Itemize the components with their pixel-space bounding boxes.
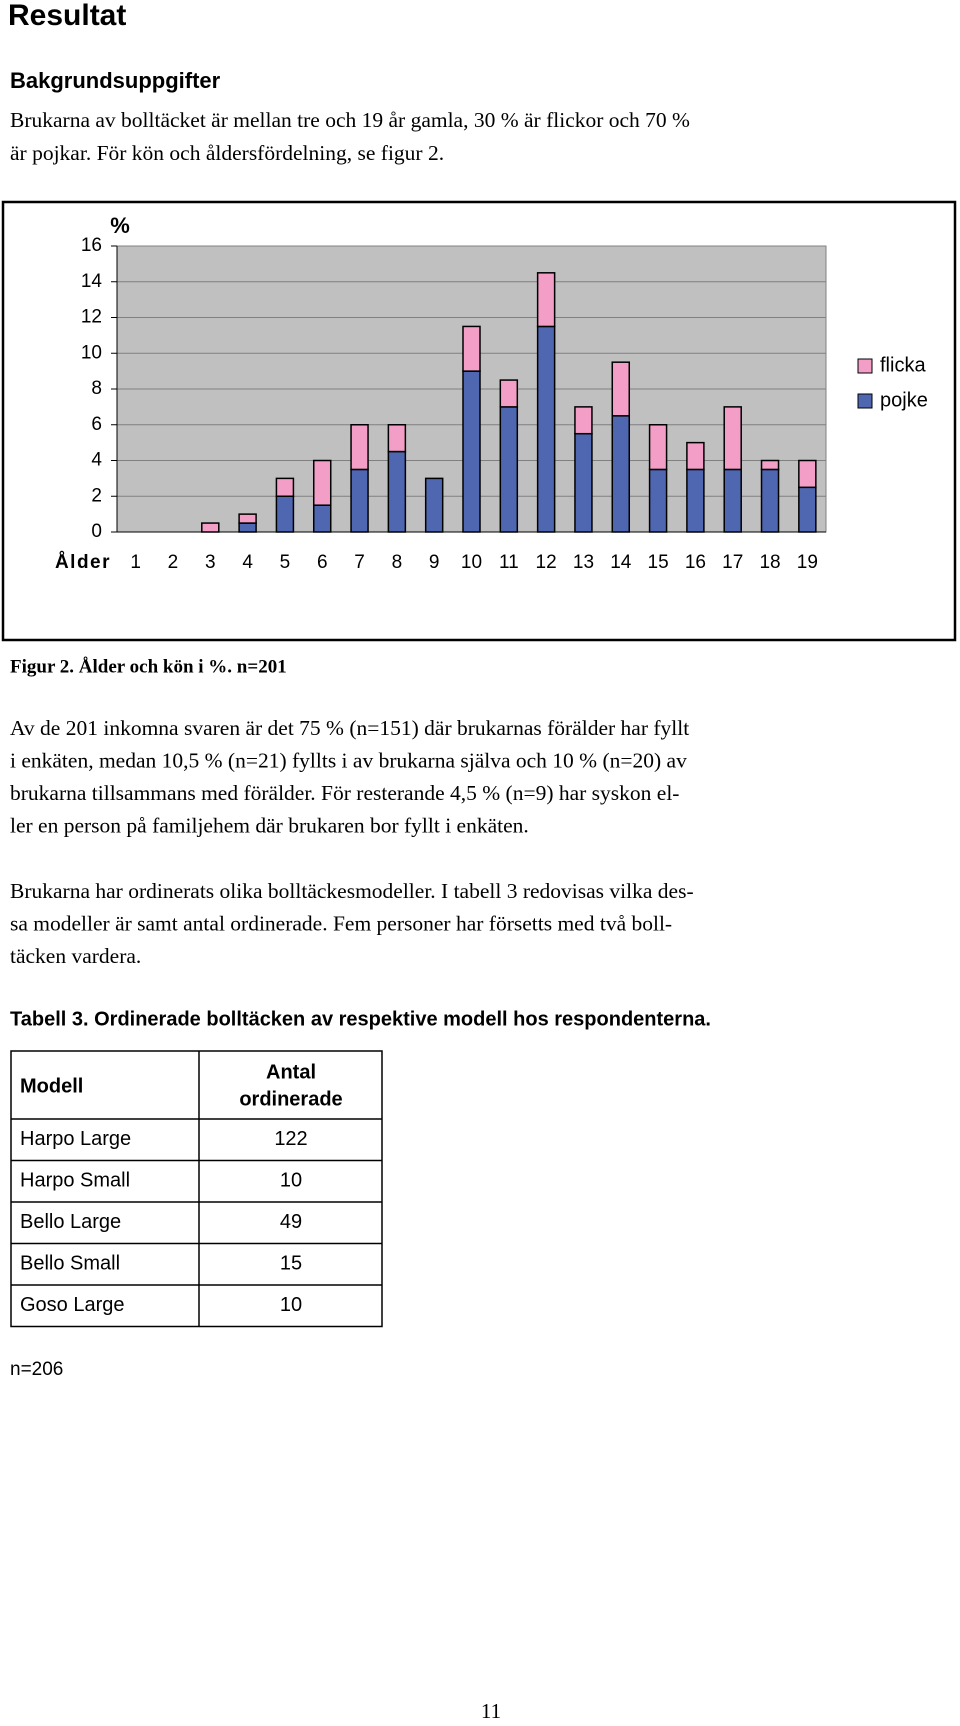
table-cell: 122 [274, 1128, 307, 1150]
legend-swatch [857, 393, 873, 409]
table-cell: Harpo Small [20, 1170, 130, 1192]
table-note: n=206 [10, 1359, 63, 1380]
bar-segment [275, 495, 295, 533]
y-tick-label: 12 [81, 307, 102, 328]
y-tick-label: 16 [81, 235, 102, 256]
bar-segment [686, 441, 705, 471]
bar-segment [611, 415, 631, 533]
table-caption: Tabell 3. Ordinerade bolltäcken av respe… [10, 1008, 711, 1030]
table-cell: 49 [280, 1211, 302, 1233]
y-tick-label: 4 [91, 450, 102, 471]
bar-segment [201, 522, 220, 533]
x-tick-label: 15 [648, 552, 669, 573]
bar-segment [723, 468, 742, 533]
table-cell: Bello Large [20, 1211, 121, 1233]
bar-segment [238, 522, 257, 533]
y-tick-label: 10 [81, 342, 102, 363]
paragraph-line: är pojkar. För kön och åldersfördelning,… [10, 141, 444, 165]
bar-segment [424, 477, 444, 533]
bar-segment [760, 459, 780, 471]
paragraph-line: brukarna tillsammans med förälder. För r… [10, 781, 679, 805]
bar-segment [648, 424, 668, 471]
x-tick-label: 9 [429, 552, 440, 573]
x-tick-label: 12 [536, 552, 557, 573]
x-tick-label: 16 [685, 552, 706, 573]
bar-segment [760, 468, 780, 533]
paragraph-line: täcken vardera. [10, 944, 141, 968]
x-tick-label: 8 [392, 552, 403, 573]
table-cell: 10 [280, 1294, 302, 1316]
x-tick-label: 18 [759, 552, 780, 573]
x-tick-label: 14 [610, 552, 632, 573]
bar-segment [574, 406, 593, 435]
bar-segment [499, 406, 519, 533]
table-frame [10, 1050, 383, 1328]
y-axis-label: % [110, 213, 130, 238]
paragraph-line: ler en person på familjehem där brukaren… [10, 813, 529, 837]
page-title: Resultat [8, 0, 126, 32]
x-tick-label: 1 [130, 552, 141, 573]
x-tick-label: 10 [461, 552, 482, 573]
bar-segment [798, 459, 817, 489]
y-tick-label: 8 [91, 378, 102, 399]
table-header: Antal [266, 1061, 316, 1083]
x-tick-label: 13 [573, 552, 594, 573]
bar-segment [275, 477, 295, 497]
bar-segment [648, 468, 668, 533]
section-title: Bakgrundsuppgifter [10, 68, 221, 93]
bar-segment [499, 379, 519, 408]
bar-segment [536, 325, 556, 533]
x-tick-label: 4 [242, 552, 253, 573]
table-cell: Harpo Large [20, 1128, 131, 1150]
paragraph-line: Brukarna har ordinerats olika bolltäckes… [10, 879, 694, 903]
figure-caption: Figur 2. Ålder och kön i %. n=201 [10, 656, 287, 677]
bar-segment [312, 504, 332, 533]
x-tick-label: 11 [499, 552, 519, 573]
x-axis-label: Ålder [55, 552, 111, 573]
x-tick-label: 17 [722, 552, 743, 573]
legend-label: pojke [880, 389, 928, 411]
table-header: Modell [20, 1075, 83, 1097]
bar-segment [350, 424, 369, 471]
bar-segment [387, 424, 407, 453]
page-number: 11 [481, 1699, 501, 1723]
x-tick-label: 5 [280, 552, 291, 573]
bar-segment [462, 370, 481, 533]
table-cell: 10 [280, 1170, 302, 1192]
bar-segment [462, 325, 481, 372]
bar-segment [611, 361, 631, 417]
table-cell: Goso Large [20, 1294, 125, 1316]
x-tick-label: 19 [797, 552, 818, 573]
bar-segment [574, 432, 593, 533]
x-tick-label: 6 [317, 552, 328, 573]
y-tick-label: 2 [91, 485, 102, 506]
y-tick-label: 14 [81, 271, 103, 292]
y-tick-label: 6 [91, 414, 102, 435]
paragraph-line: i enkäten, medan 10,5 % (n=21) fyllts i … [10, 748, 687, 772]
bar-segment [312, 459, 332, 506]
bar-segment [723, 406, 742, 471]
paragraph-line: sa modeller är samt antal ordinerade. Fe… [10, 911, 672, 935]
table-header: ordinerade [239, 1088, 342, 1110]
bar-segment [238, 513, 257, 524]
x-tick-label: 3 [205, 552, 216, 573]
paragraph-line: Av de 201 inkomna svaren är det 75 % (n=… [10, 716, 689, 740]
bar-segment [536, 272, 556, 328]
x-tick-label: 7 [354, 552, 365, 573]
legend-label: flicka [880, 354, 926, 376]
bar-segment [686, 468, 705, 533]
y-tick-label: 0 [91, 521, 102, 542]
legend-swatch [857, 358, 873, 374]
paragraph-line: Brukarna av bolltäcket är mellan tre och… [10, 108, 690, 132]
bar-segment [350, 468, 369, 533]
bar-segment [387, 450, 407, 533]
table-cell: Bello Small [20, 1253, 120, 1275]
x-tick-label: 2 [168, 552, 179, 573]
table-cell: 15 [280, 1253, 302, 1275]
bar-segment [798, 486, 817, 533]
